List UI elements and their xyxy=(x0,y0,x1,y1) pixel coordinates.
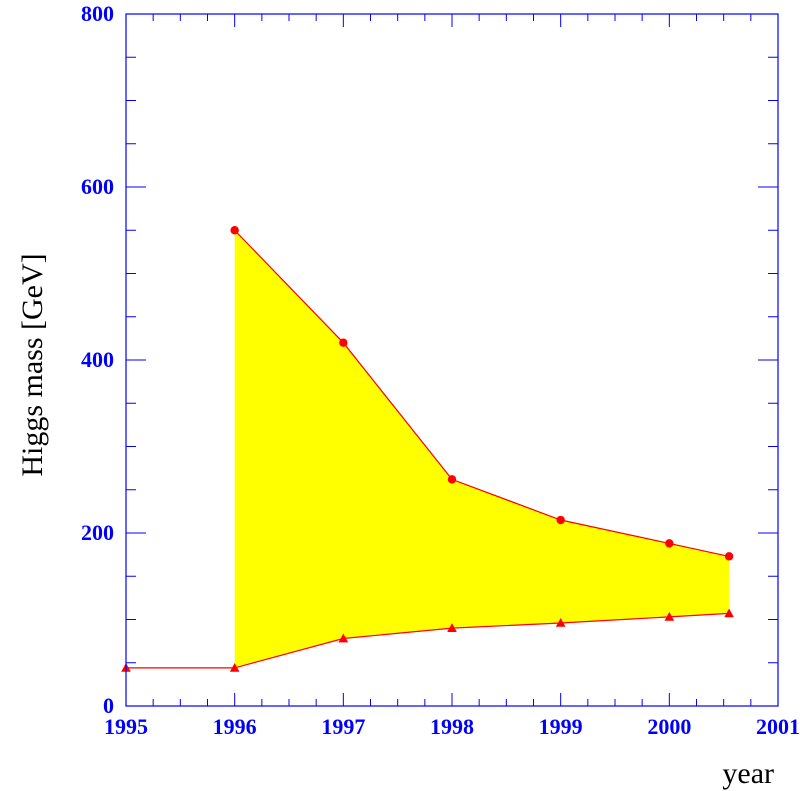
axis-ticks xyxy=(125,13,779,707)
allowed-mass-band xyxy=(234,230,730,668)
y-tick-label: 600 xyxy=(81,174,114,199)
x-tick-label: 1999 xyxy=(539,714,583,739)
y-tick-label: 0 xyxy=(103,693,114,718)
upper-limit-point xyxy=(447,475,457,484)
x-tick-label: 1998 xyxy=(430,714,474,739)
x-tick-label: 2000 xyxy=(647,714,691,739)
upper-limit-point xyxy=(339,338,348,347)
data-markers xyxy=(121,226,734,672)
upper-limit-point xyxy=(665,539,674,548)
lower-limit-point xyxy=(229,662,240,672)
band-area xyxy=(234,230,730,668)
y-tick-label: 400 xyxy=(81,347,114,372)
x-tick-labels: 1995 1996 1997 1998 1999 2000 2001 xyxy=(104,714,800,739)
lower-limit-point xyxy=(724,608,734,618)
lower-limit-point xyxy=(664,611,675,621)
upper-limit-point xyxy=(230,226,239,235)
x-tick-label: 1995 xyxy=(104,714,148,739)
lower-limit-point xyxy=(555,617,566,627)
lower-limit-point xyxy=(447,623,457,632)
upper-limit-point xyxy=(724,552,734,561)
y-tick-label: 800 xyxy=(81,1,114,26)
y-tick-label: 200 xyxy=(81,520,114,545)
y-tick-labels: 0 200 400 600 800 xyxy=(81,1,114,718)
upper-limit-line xyxy=(234,229,730,557)
x-tick-label: 1996 xyxy=(213,714,257,739)
x-axis-label: year xyxy=(722,757,774,790)
upper-limit-point xyxy=(556,515,565,525)
y-axis-label: Higgs mass [GeV] xyxy=(16,253,49,476)
x-tick-label: 1997 xyxy=(321,714,365,739)
x-tick-label: 2001 xyxy=(756,714,800,739)
lower-limit-point xyxy=(338,633,349,643)
